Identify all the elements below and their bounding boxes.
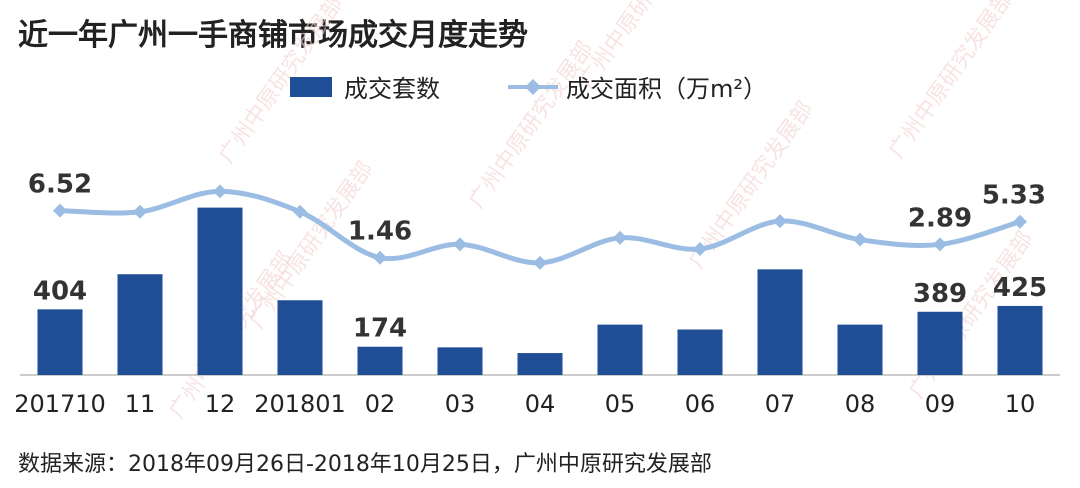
bar-201801 [277, 300, 323, 375]
bar-08 [837, 324, 883, 375]
chart-title: 近一年广州一手商铺市场成交月度走势 [18, 18, 528, 53]
line-series [53, 184, 1027, 270]
line-data-label-09: 2.89 [908, 203, 972, 233]
watermark-text: 广州中原研究发展部 [884, 0, 1018, 163]
x-tick-201801: 201801 [254, 390, 346, 418]
x-tick-03: 03 [445, 390, 476, 418]
x-tick-12: 12 [205, 390, 236, 418]
line-point-06 [693, 241, 707, 256]
x-tick-08: 08 [845, 390, 876, 418]
bar-06 [677, 329, 723, 375]
line-point-201710 [53, 203, 67, 218]
bar-03 [437, 347, 483, 375]
x-tick-02: 02 [365, 390, 396, 418]
line-point-11 [133, 204, 147, 219]
legend-bar-swatch [290, 77, 332, 97]
line-data-label-201710: 6.52 [28, 170, 92, 200]
bar-series [37, 207, 1043, 375]
bar-04 [517, 353, 563, 375]
line-point-05 [613, 230, 627, 245]
line-data-label-10: 5.33 [982, 181, 1046, 211]
bar-11 [117, 274, 163, 375]
data-labels: 404 174 389 425 6.52 1.46 2.89 5.33 [28, 170, 1047, 344]
bar-02 [357, 346, 403, 375]
legend-line-label: 成交面积（万m²） [566, 75, 767, 103]
bar-05 [597, 324, 643, 375]
line-point-02 [373, 250, 387, 265]
x-tick-06: 06 [685, 390, 716, 418]
line-point-04 [533, 255, 547, 270]
line-point-08 [853, 232, 867, 247]
line-point-201801 [293, 204, 307, 219]
bar-data-label-201710: 404 [33, 276, 87, 306]
line-data-label-02: 1.46 [348, 217, 412, 247]
line-point-10 [1013, 214, 1027, 229]
bar-201710 [37, 309, 83, 375]
line-point-09 [933, 237, 947, 252]
legend: 成交套数 成交面积（万m²） [290, 75, 767, 103]
line-point-12 [213, 184, 227, 199]
x-tick-10: 10 [1005, 390, 1036, 418]
line-point-03 [453, 237, 467, 252]
x-tick-04: 04 [525, 390, 556, 418]
x-tick-07: 07 [765, 390, 796, 418]
x-tick-labels: 201710 11 12 201801 02 03 04 05 06 07 08 09 10 [14, 390, 1035, 418]
chart-canvas: 广州中原研究发展部 广州中原研究发展部 广州中原研究发展部广州中原研究发展部广州中原… [14, 0, 1060, 423]
line-point-07 [773, 214, 787, 229]
bar-10 [997, 305, 1043, 375]
bar-09 [917, 311, 963, 375]
x-tick-201710: 201710 [14, 390, 106, 418]
bar-data-label-10: 425 [993, 273, 1047, 303]
watermark-text: 广州中原研究发展部 [464, 37, 598, 214]
bar-12 [197, 207, 243, 375]
bar-data-label-09: 389 [913, 279, 967, 309]
bar-07 [757, 269, 803, 375]
x-tick-05: 05 [605, 390, 636, 418]
bar-data-label-02: 174 [353, 314, 407, 344]
source-note: 数据来源：2018年09月26日-2018年10月25日，广州中原研究发展部 [18, 452, 712, 477]
x-tick-11: 11 [125, 390, 156, 418]
legend-line-marker [525, 79, 541, 95]
x-tick-09: 09 [925, 390, 956, 418]
legend-bar-label: 成交套数 [344, 75, 440, 103]
